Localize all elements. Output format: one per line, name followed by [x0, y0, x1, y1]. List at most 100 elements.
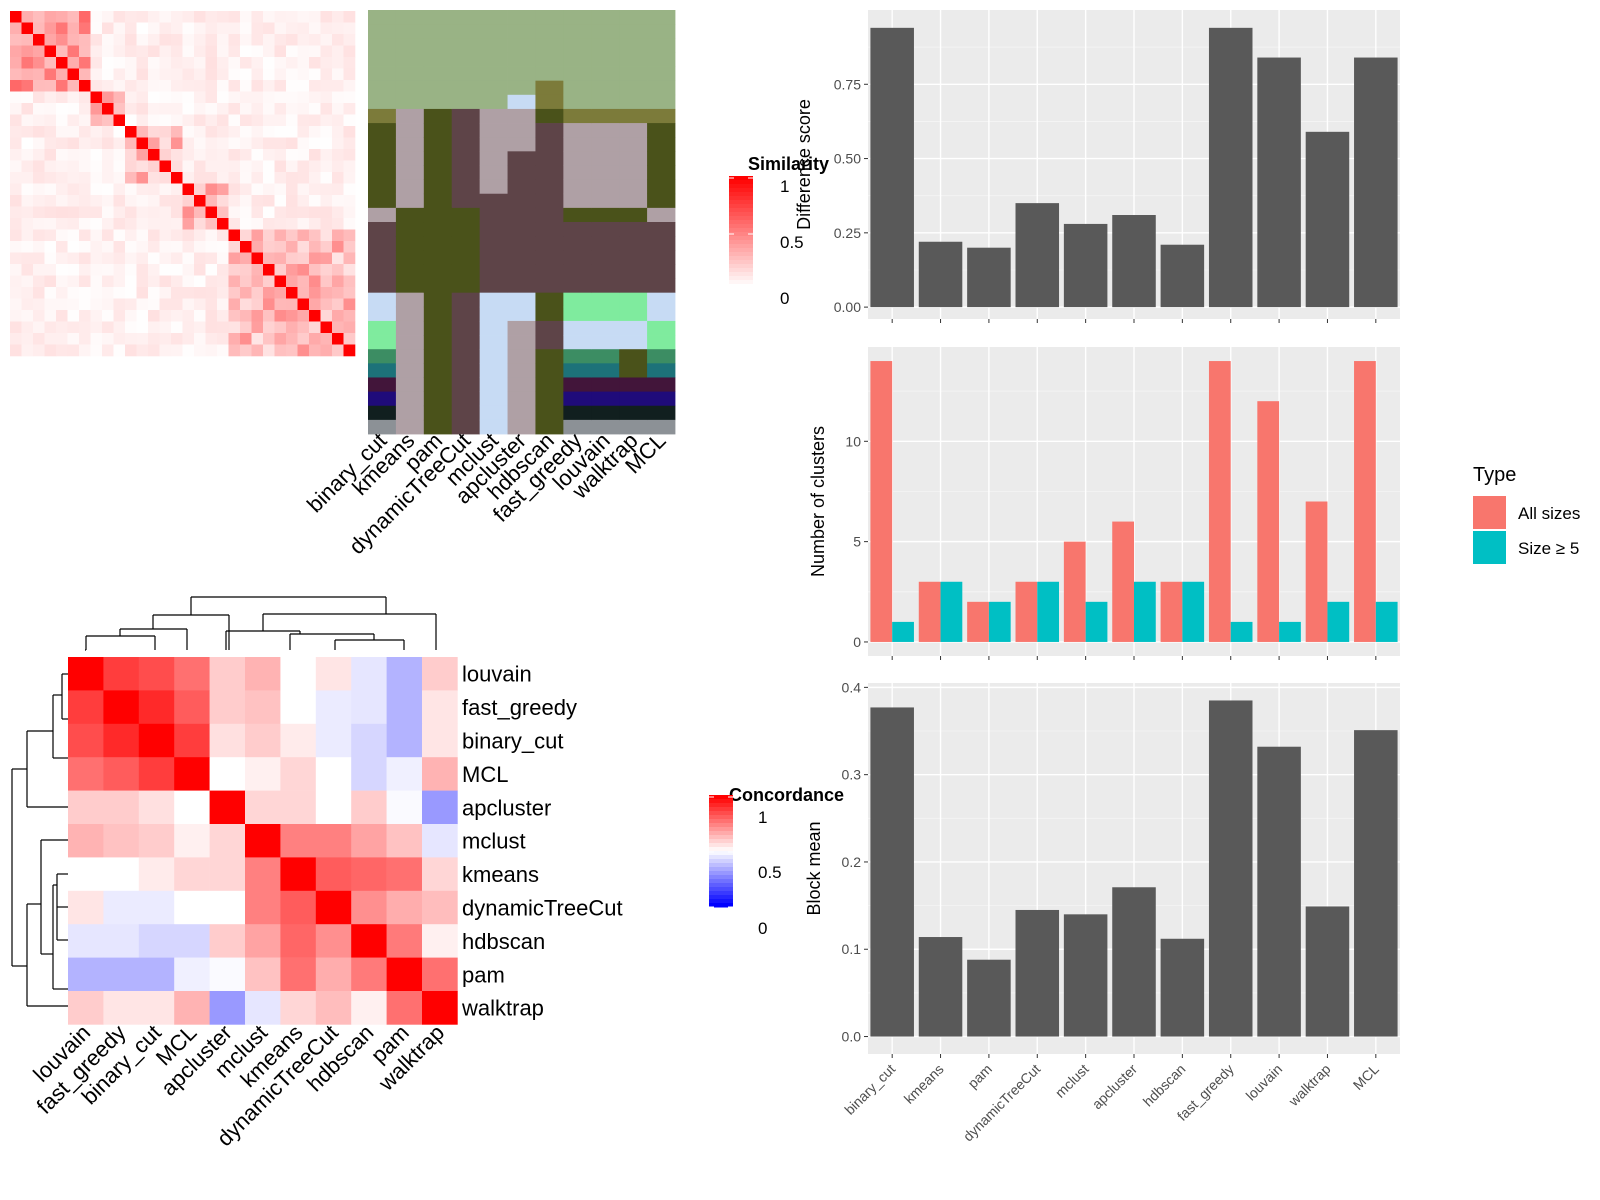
similarity-cell	[90, 160, 103, 173]
similarity-cell	[21, 91, 34, 104]
similarity-legend-title: Similarity	[748, 154, 829, 174]
similarity-cell	[251, 344, 264, 357]
similarity-cell	[194, 275, 206, 288]
similarity-cell	[286, 137, 298, 150]
membership-cell	[423, 66, 453, 82]
membership-cell	[507, 108, 536, 124]
membership-cell	[591, 80, 620, 96]
similarity-cell	[10, 241, 22, 253]
similarity-cell	[194, 91, 206, 104]
membership-cell	[507, 38, 536, 53]
similarity-cell	[217, 229, 229, 242]
similarity-cell	[159, 114, 172, 127]
similarity-cell	[332, 149, 344, 161]
similarity-cell	[56, 229, 68, 242]
membership-cell	[479, 335, 508, 350]
bar	[1063, 914, 1108, 1037]
concordance-cell	[280, 723, 317, 758]
x-tick-label: hdbscan	[1140, 1061, 1189, 1110]
similarity-cell	[263, 321, 275, 334]
similarity-cell	[90, 218, 103, 230]
membership-cell	[395, 419, 425, 435]
similarity-cell	[171, 160, 183, 173]
similarity-cell	[67, 68, 80, 81]
similarity-cell	[148, 103, 160, 115]
membership-cell	[647, 193, 676, 209]
similarity-cell	[33, 57, 45, 69]
concordance-legend-swatch	[709, 847, 733, 852]
membership-cell	[423, 80, 453, 96]
similarity-cell	[136, 68, 149, 81]
similarity-cell	[217, 344, 229, 357]
similarity-legend-tick-05: 0.5	[780, 233, 804, 252]
similarity-cell	[320, 344, 333, 357]
similarity-cell	[79, 126, 91, 138]
similarity-cell	[240, 321, 252, 334]
similarity-cell	[297, 91, 310, 104]
y-tick-label: 0	[853, 634, 861, 650]
similarity-cell	[332, 114, 344, 127]
membership-cell	[451, 349, 481, 364]
similarity-legend-swatch	[729, 184, 753, 189]
similarity-cell	[90, 22, 103, 35]
similarity-cell	[217, 34, 229, 46]
concordance-cell	[245, 723, 281, 758]
similarity-cell	[320, 218, 333, 230]
concordance-row-label: walktrap	[461, 996, 544, 1021]
concordance-cell	[103, 824, 140, 858]
similarity-cell	[320, 11, 333, 23]
similarity-cell	[228, 218, 241, 230]
similarity-cell	[286, 183, 298, 196]
membership-cell	[479, 207, 508, 223]
membership-cell	[451, 24, 481, 39]
similarity-cell	[240, 45, 252, 58]
membership-cell	[535, 349, 564, 364]
y-tick-label: 10	[845, 433, 861, 449]
similarity-cell	[21, 22, 34, 35]
similarity-cell	[263, 172, 275, 184]
similarity-cell	[67, 160, 80, 173]
similarity-cell	[263, 68, 275, 81]
similarity-cell	[182, 264, 195, 276]
y-tick-label: 5	[853, 534, 861, 550]
similarity-cell	[343, 333, 356, 345]
similarity-cell	[343, 321, 356, 334]
similarity-cell	[228, 183, 241, 196]
membership-cell	[451, 10, 481, 25]
similarity-legend-swatch	[729, 180, 753, 185]
membership-cell	[423, 193, 453, 209]
similarity-cell	[320, 241, 333, 253]
similarity-cell	[21, 114, 34, 127]
similarity-cell	[263, 206, 275, 219]
x-tick-label: apcluster	[1089, 1061, 1141, 1113]
membership-cell	[591, 222, 620, 237]
similarity-cell	[10, 344, 22, 357]
similarity-cell	[79, 321, 91, 334]
similarity-cell	[79, 11, 91, 23]
membership-cell	[507, 292, 536, 308]
similarity-cell	[274, 103, 287, 115]
similarity-cell	[148, 160, 160, 173]
similarity-cell	[33, 344, 45, 357]
similarity-cell	[182, 229, 195, 242]
similarity-cell	[297, 80, 310, 92]
concordance-cell	[138, 757, 175, 791]
similarity-cell	[113, 333, 126, 345]
similarity-cell	[240, 344, 252, 357]
similarity-cell	[251, 160, 264, 173]
similarity-cell	[159, 298, 172, 311]
similarity-cell	[125, 22, 137, 35]
membership-cell	[507, 419, 536, 435]
similarity-cell	[332, 310, 344, 322]
similarity-cell	[67, 45, 80, 58]
similarity-cell	[274, 91, 287, 104]
similarity-cell	[251, 34, 264, 46]
membership-cell	[479, 320, 508, 336]
similarity-cell	[263, 91, 275, 104]
bar	[1305, 501, 1328, 642]
membership-cell	[451, 52, 481, 67]
membership-cell	[507, 179, 536, 195]
y-axis-title: Difference score	[794, 99, 814, 230]
similarity-cell	[182, 22, 195, 35]
similarity-cell	[263, 80, 275, 92]
